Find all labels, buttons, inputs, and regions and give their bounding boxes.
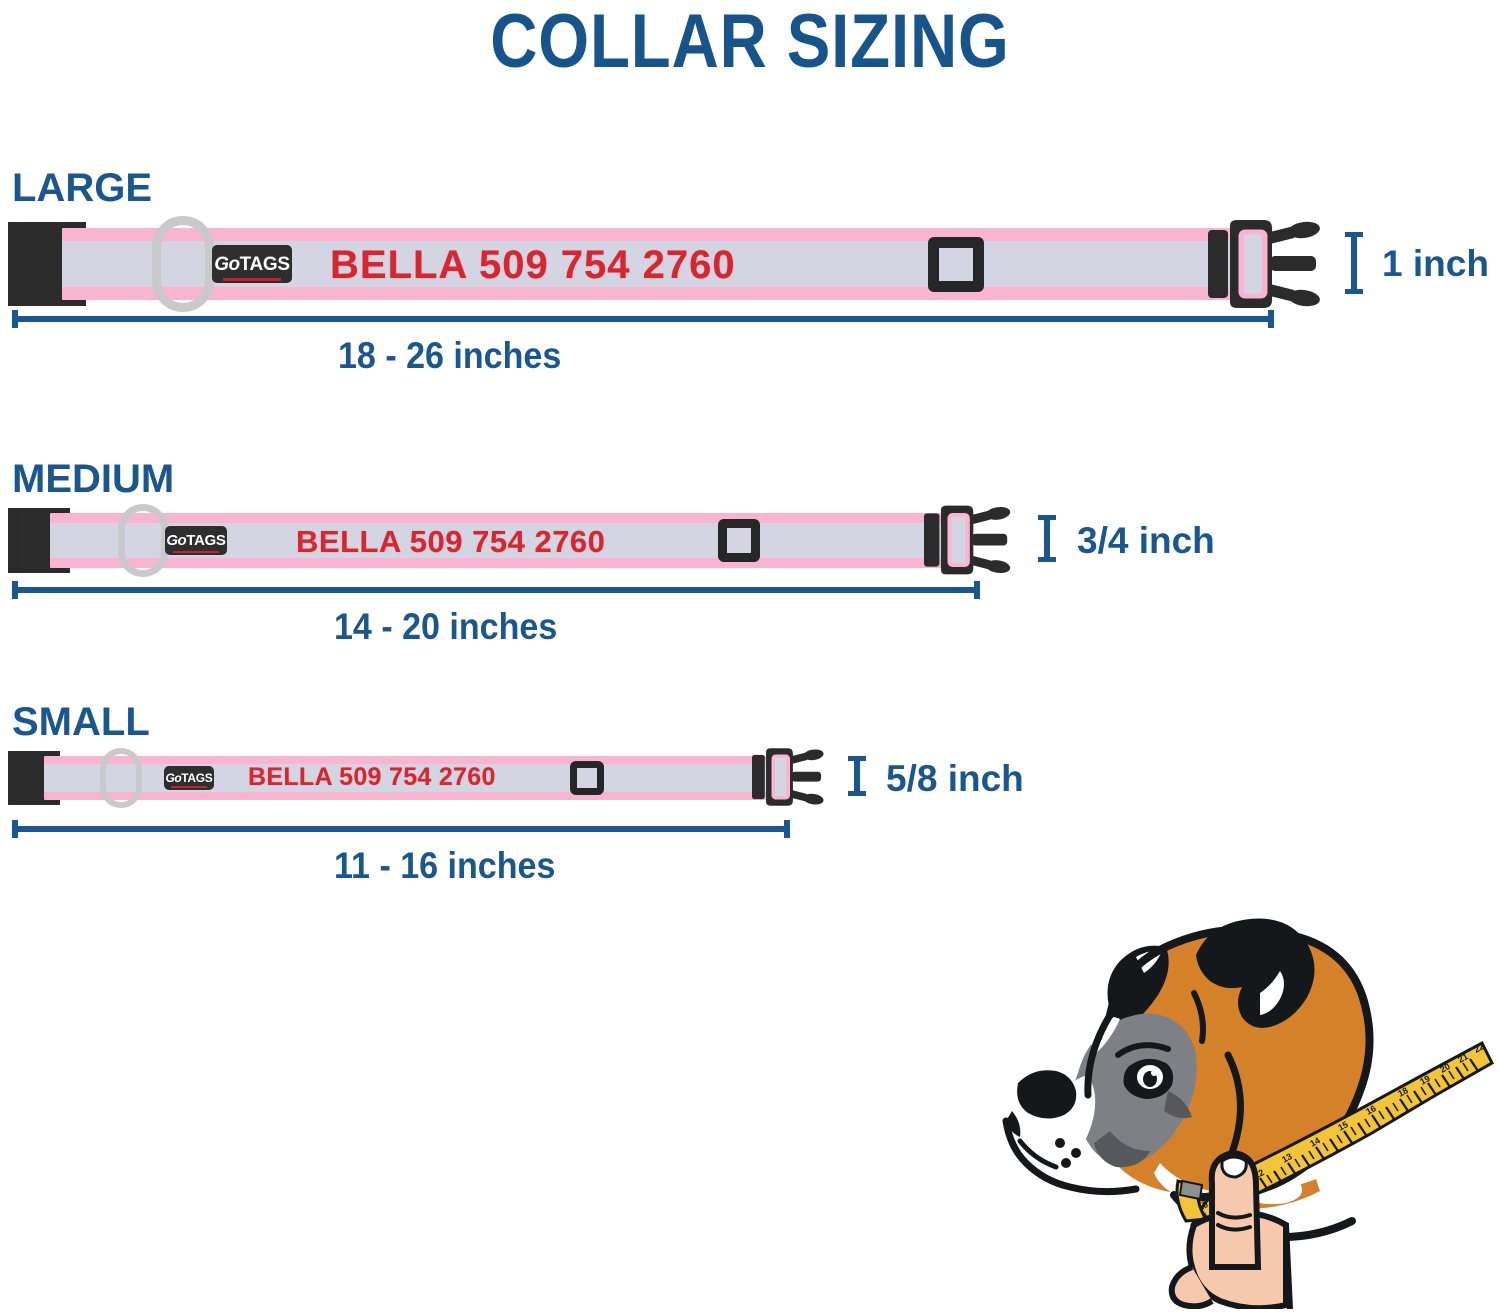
svg-text:15: 15 — [1336, 1119, 1350, 1133]
height-marker-medium — [1038, 515, 1056, 562]
collar-medium: Go TAGS BELLA 509 754 2760 — [0, 504, 1011, 577]
svg-text:21: 21 — [1456, 1051, 1470, 1065]
svg-text:16: 16 — [1364, 1103, 1378, 1117]
engraved-text-small: BELLA 509 754 2760 — [248, 763, 496, 791]
d-ring-small — [100, 748, 142, 808]
length-dimension-medium — [12, 581, 980, 599]
gotags-patch-medium: Go TAGS — [165, 526, 227, 555]
length-dimension-large — [12, 310, 1274, 328]
length-label-large: 18 - 26 inches — [338, 335, 562, 376]
svg-text:22: 22 — [1472, 1041, 1486, 1055]
length-label-small: 11 - 16 inches — [334, 845, 556, 886]
length-label-medium: 14 - 20 inches — [334, 606, 558, 647]
size-label-large: LARGE — [12, 166, 152, 210]
svg-text:18: 18 — [1396, 1085, 1410, 1099]
svg-text:10: 10 — [1196, 1199, 1210, 1213]
length-dimension-small — [12, 820, 790, 838]
side-release-buckle-male-large — [1208, 220, 1320, 308]
slider-buckle-small — [570, 761, 604, 795]
height-label-medium: 3/4 inch — [1077, 520, 1215, 561]
svg-text:14: 14 — [1308, 1135, 1322, 1149]
height-label-small: 5/8 inch — [886, 758, 1024, 799]
patch-tags-text: TAGS — [181, 771, 213, 785]
patch-go-text: Go — [165, 771, 182, 785]
slider-buckle-large — [928, 237, 984, 292]
patch-tags-text: TAGS — [186, 532, 226, 549]
patch-tags-text: TAGS — [239, 253, 290, 275]
svg-text:19: 19 — [1418, 1073, 1432, 1087]
engraved-text-medium: BELLA 509 754 2760 — [296, 524, 606, 559]
svg-text:13: 13 — [1280, 1151, 1294, 1165]
side-release-buckle-male-small — [752, 748, 824, 806]
dog-measuring-illustration: 10 11 12 13 14 15 16 18 19 20 21 22 — [960, 895, 1500, 1312]
gotags-patch-small: Go TAGS — [164, 766, 214, 790]
side-release-buckle-male-medium — [924, 505, 1011, 575]
page-title: COLLAR SIZING — [490, 0, 1010, 84]
engraved-text-large: BELLA 509 754 2760 — [330, 243, 736, 287]
svg-text:20: 20 — [1438, 1061, 1452, 1075]
gotags-patch-large: Go TAGS — [212, 245, 292, 283]
size-label-medium: MEDIUM — [12, 457, 175, 501]
dog-eye — [1115, 1042, 1174, 1099]
height-label-large: 1 inch — [1382, 243, 1489, 284]
boxer-dog-head — [1002, 918, 1374, 1242]
d-ring-large — [152, 216, 214, 312]
collar-small: Go TAGS BELLA 509 754 2760 — [0, 748, 830, 808]
d-ring-medium — [118, 504, 168, 577]
height-marker-large — [1345, 232, 1363, 294]
height-marker-small — [848, 756, 866, 796]
slider-buckle-medium — [718, 519, 760, 562]
hand-holding-tape — [1168, 1150, 1293, 1312]
size-label-small: SMALL — [12, 700, 150, 744]
collar-large: Go TAGS BELLA 509 754 2760 — [0, 216, 1330, 312]
patch-go-text: Go — [214, 253, 240, 275]
patch-go-text: Go — [166, 532, 187, 549]
